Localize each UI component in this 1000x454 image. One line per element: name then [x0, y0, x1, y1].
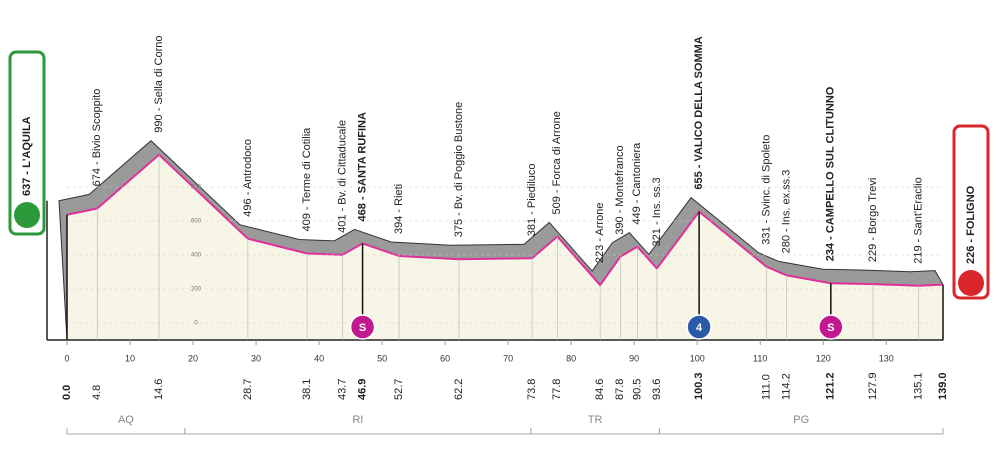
km-label: 135.1 — [912, 372, 924, 400]
x-tick-label: 80 — [566, 353, 576, 363]
start-icon — [14, 202, 40, 228]
x-tick-label: 10 — [125, 353, 135, 363]
x-tick-label: 100 — [690, 353, 705, 363]
y-tick-label: 800 — [191, 185, 202, 191]
point-label: 375 - Bv. di Poggio Bustone — [453, 102, 465, 238]
finish-box — [952, 124, 990, 300]
y-tick-label: 600 — [191, 219, 202, 225]
y-tick-label: 400 — [191, 253, 202, 259]
region-label: RI — [352, 414, 363, 426]
km-label: 28.7 — [242, 379, 254, 400]
profile-area — [67, 154, 943, 340]
marker-label: S — [359, 322, 366, 334]
point-label: 509 - Forca di Arrone — [551, 111, 563, 214]
point-label: 390 - Montefranco — [614, 145, 626, 234]
km-label: 84.6 — [594, 379, 606, 400]
marker-label: 4 — [696, 322, 703, 334]
point-label: 990 - Sella di Corno — [153, 35, 165, 132]
region-bracket — [658, 428, 944, 435]
point-label: 401 - Bv. di Cittaducale — [336, 120, 348, 233]
x-tick-label: 30 — [251, 353, 261, 363]
climb-marker — [686, 314, 712, 340]
point-label: 674 - Bivio Scoppito — [91, 89, 103, 187]
km-label: 90.5 — [631, 379, 643, 400]
finish-label: 226 - FOLIGNO — [965, 185, 977, 264]
x-tick-label: 90 — [629, 353, 639, 363]
point-label: 331 - Svinc. di Spoleto — [760, 135, 772, 245]
region-label: PG — [793, 414, 809, 426]
km-label: 14.6 — [153, 379, 165, 400]
km-label: 73.8 — [526, 379, 538, 400]
region-bracket — [66, 428, 186, 435]
point-label: 321 - Ins. ss.3 — [651, 177, 663, 246]
region-bracket — [184, 428, 532, 435]
x-tick-label: 40 — [314, 353, 324, 363]
km-label: 62.2 — [453, 379, 465, 400]
region-label: TR — [588, 414, 603, 426]
x-tick-label: 120 — [816, 353, 831, 363]
x-tick-label: 0 — [64, 353, 69, 363]
km-label: 100.3 — [693, 372, 705, 400]
x-tick-label: 70 — [503, 353, 513, 363]
km-label: 43.7 — [336, 379, 348, 400]
profile-line — [66, 153, 944, 287]
km-label: 111.0 — [760, 374, 772, 400]
point-label: 381 - Piediluco — [526, 163, 538, 236]
point-label: 394 - Rieti — [393, 184, 405, 234]
km-label: 4.8 — [91, 385, 103, 400]
point-label: 229 - Borgo Trevi — [867, 178, 879, 262]
point-label: 234 - CAMPELLO SUL CLITUNNO — [825, 86, 837, 261]
km-label: 46.9 — [356, 379, 368, 400]
x-tick-label: 60 — [440, 353, 450, 363]
km-label: 77.8 — [551, 379, 563, 400]
km-label: 121.2 — [825, 372, 837, 400]
x-tick-label: 130 — [879, 353, 894, 363]
km-label: 114.2 — [781, 373, 793, 400]
start-label: 637 - L'AQUILA — [21, 116, 33, 196]
km-label: 0.0 — [61, 385, 73, 400]
region-bracket — [530, 428, 660, 435]
point-label: 219 - Sant'Eraclio — [912, 177, 924, 263]
region-label: AQ — [118, 414, 134, 426]
km-label: 87.8 — [614, 379, 626, 400]
km-label: 127.9 — [867, 372, 879, 400]
km-label: 52.7 — [393, 379, 405, 400]
start-box — [8, 50, 46, 236]
km-label: 38.1 — [301, 379, 313, 400]
km-label: 93.6 — [651, 379, 663, 400]
km-label: 139.0 — [937, 372, 949, 400]
finish-icon — [958, 270, 984, 296]
point-label: 655 - VALICO DELLA SOMMA — [693, 36, 705, 189]
y-tick-label: 200 — [191, 287, 202, 293]
point-label: 223 - Arrone — [594, 203, 606, 264]
x-tick-label: 20 — [188, 353, 198, 363]
point-label: 468 - SANTA RUFINA — [356, 112, 368, 221]
point-label: 449 - Cantoniera — [631, 142, 643, 225]
y-tick-label: 0 — [194, 321, 198, 327]
climb-marker — [349, 314, 376, 340]
climb-marker — [818, 314, 844, 340]
marker-label: S — [827, 322, 834, 334]
x-tick-label: 50 — [377, 353, 387, 363]
point-label: 409 - Terme di Cotilia — [301, 127, 313, 232]
point-label: 280 - Ins. ex.ss.3 — [781, 170, 793, 254]
point-label: 496 - Antrodoco — [242, 139, 254, 217]
x-tick-label: 110 — [753, 353, 767, 363]
